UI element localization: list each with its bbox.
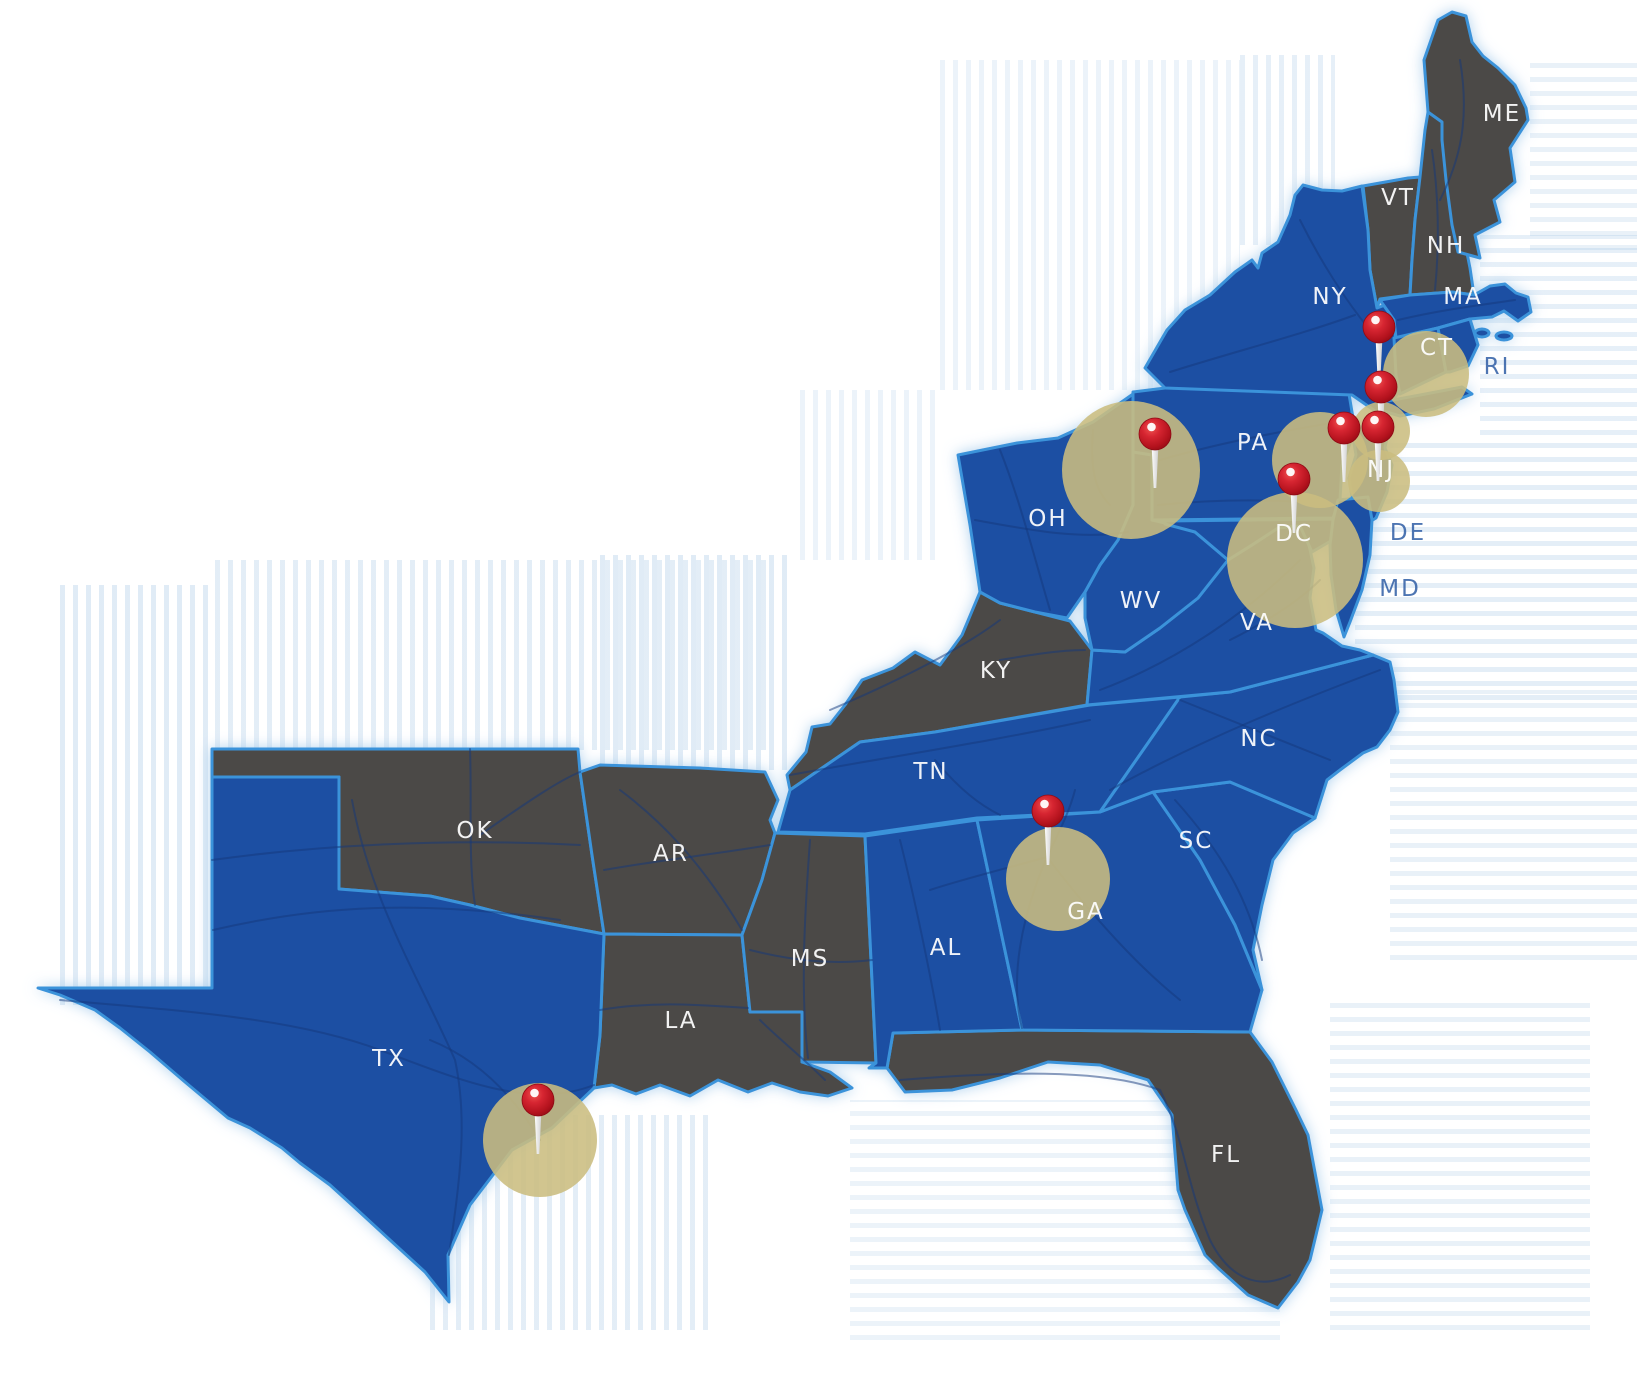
state-label-ny: NY <box>1312 284 1347 310</box>
state-label-al: AL <box>930 935 963 961</box>
pin-highlight-dot <box>1286 467 1295 477</box>
metro-highlight-circle <box>1383 331 1469 417</box>
state-label-sc: SC <box>1179 828 1214 854</box>
location-pin[interactable] <box>1138 417 1172 488</box>
state-label-ok: OK <box>456 818 493 844</box>
state-fl <box>885 1028 1324 1310</box>
pin-highlight-dot <box>1040 799 1049 809</box>
state-label-ky: KY <box>980 658 1012 684</box>
state-nc <box>1098 653 1400 820</box>
state-label-ar: AR <box>653 841 689 867</box>
location-pin-layer <box>521 310 1398 1154</box>
state-label-tx: TX <box>371 1046 406 1072</box>
metro-highlight-circle <box>1006 827 1110 931</box>
state-label-vt: VT <box>1381 185 1415 211</box>
state-label-tn: TN <box>912 759 948 785</box>
state-label-nc: NC <box>1240 726 1277 752</box>
island <box>1494 330 1514 342</box>
state-label-layer: MEVTNHMANYCTRINJPAOHWVVADEMDDCKYTNNCSCGA… <box>371 101 1521 1168</box>
location-pin[interactable] <box>1361 410 1395 481</box>
pin-highlight-dot <box>1147 422 1156 432</box>
state-me <box>1422 10 1530 260</box>
location-pin[interactable] <box>521 1083 555 1154</box>
state-label-ga: GA <box>1067 899 1105 925</box>
state-label-nh: NH <box>1427 233 1466 259</box>
island <box>1473 327 1491 339</box>
state-label-de: DE <box>1390 520 1426 546</box>
location-pin[interactable] <box>1277 462 1311 533</box>
state-label-fl: FL <box>1211 1142 1241 1168</box>
state-ny <box>1143 183 1401 415</box>
state-label-me: ME <box>1483 101 1521 127</box>
state-ar <box>578 763 780 937</box>
state-label-wv: WV <box>1120 588 1162 614</box>
state-label-oh: OH <box>1028 506 1067 532</box>
state-label-pa: PA <box>1237 430 1269 456</box>
location-pin[interactable] <box>1327 411 1361 482</box>
state-label-la: LA <box>664 1008 697 1034</box>
state-tx <box>36 775 606 1304</box>
state-label-ct: CT <box>1420 335 1454 361</box>
pin-highlight-dot <box>1371 315 1380 325</box>
location-pin[interactable] <box>1031 794 1065 865</box>
state-label-ri: RI <box>1484 354 1511 380</box>
metro-highlight-circle <box>1227 492 1363 628</box>
state-label-ms: MS <box>791 946 829 972</box>
state-label-nj: NJ <box>1367 457 1395 483</box>
metro-highlight-circle <box>1062 401 1200 539</box>
pin-highlight-dot <box>1336 416 1345 426</box>
pin-highlight-dot <box>1373 375 1382 385</box>
state-label-md: MD <box>1379 576 1421 602</box>
state-label-va: VA <box>1240 610 1274 636</box>
state-label-ma: MA <box>1443 284 1483 310</box>
pin-highlight-dot <box>1370 415 1379 425</box>
location-pin[interactable] <box>1362 310 1396 381</box>
pin-highlight-dot <box>530 1088 539 1098</box>
